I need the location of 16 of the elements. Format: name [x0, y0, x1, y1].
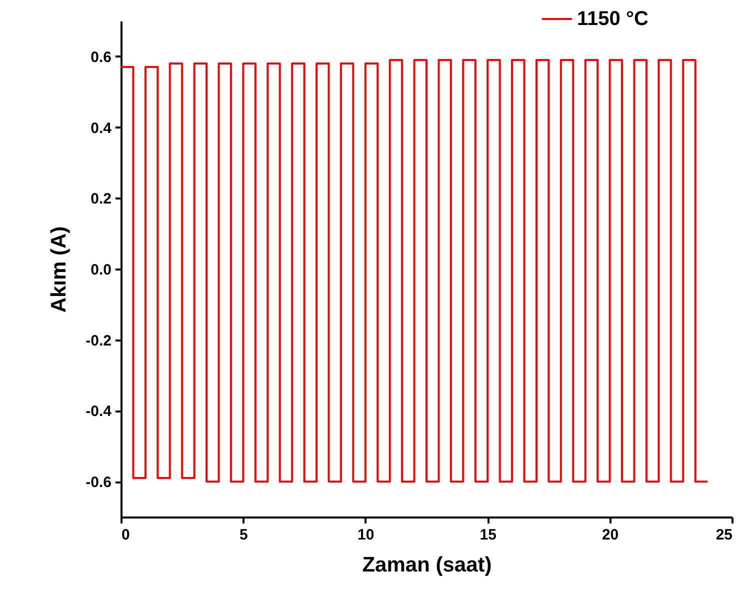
y-tick-label: 0.4	[90, 120, 112, 137]
y-axis-title: Akım (A)	[48, 226, 71, 313]
y-tick-label: -0.4	[86, 403, 112, 420]
y-tick-label: -0.2	[86, 332, 112, 350]
legend-label: 1150 °C	[577, 8, 648, 30]
x-tick-label: 20	[602, 526, 619, 544]
x-tick-label: 0	[122, 526, 130, 544]
x-axis-title: Zaman (saat)	[362, 554, 492, 576]
y-tick-label: -0.6	[86, 474, 112, 492]
x-tick-label: 25	[716, 526, 732, 544]
x-tick-label: 5	[240, 526, 248, 544]
y-tick-label: 0.2	[90, 190, 112, 208]
y-tick-label: 0.6	[90, 48, 112, 66]
y-tick-label: 0.0	[90, 262, 112, 278]
x-tick-label: 10	[358, 526, 374, 544]
x-tick-label: 15	[480, 526, 496, 544]
